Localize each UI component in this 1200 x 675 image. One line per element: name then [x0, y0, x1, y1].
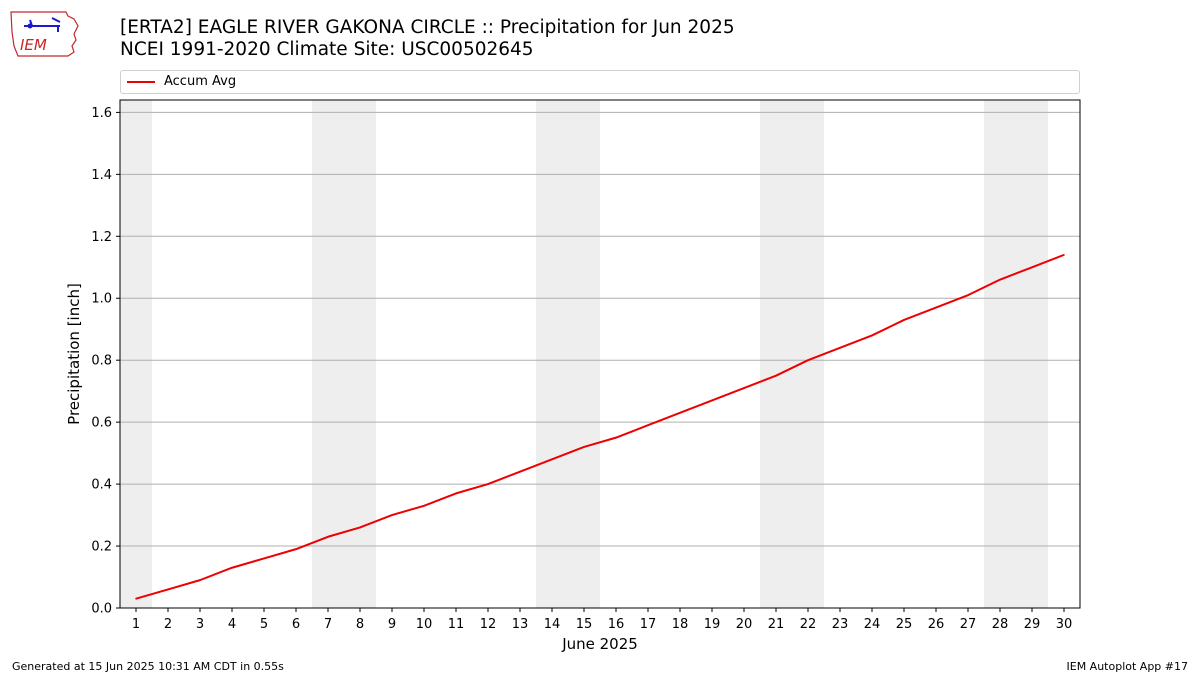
data-point — [263, 557, 265, 560]
y-tick-label: 1.6 — [91, 106, 112, 121]
x-tick-label: 17 — [640, 617, 657, 632]
x-tick-label: 19 — [704, 617, 721, 632]
x-tick-label: 9 — [388, 617, 396, 632]
x-tick-label: 24 — [864, 617, 881, 632]
x-tick-label: 14 — [544, 617, 561, 632]
x-tick-label: 7 — [324, 617, 332, 632]
plot-frame — [119, 99, 1081, 609]
x-tick-label: 15 — [576, 617, 593, 632]
data-point — [999, 278, 1001, 281]
x-tick-label: 13 — [512, 617, 529, 632]
x-tick-label: 25 — [896, 617, 913, 632]
x-tick-label: 16 — [608, 617, 625, 632]
y-axis-label: Precipitation [inch] — [65, 283, 83, 425]
x-tick-label: 22 — [800, 617, 817, 632]
x-tick-label: 23 — [832, 617, 849, 632]
y-tick-label: 0.8 — [91, 354, 112, 369]
x-tick-label: 30 — [1056, 617, 1073, 632]
x-tick-label: 27 — [960, 617, 977, 632]
y-axis-ticks: 0.0 0.2 0.4 0.6 0.8 1.0 1.2 1.4 1.6 — [91, 106, 120, 617]
data-point — [487, 483, 489, 485]
chart-subtitle: NCEI 1991-2020 Climate Site: USC00502645 — [120, 39, 534, 60]
x-tick-label: 3 — [196, 617, 204, 632]
data-point — [647, 424, 649, 427]
x-tick-label: 29 — [1024, 617, 1041, 632]
iem-logo: IEM — [8, 6, 80, 58]
x-tick-label: 1 — [132, 617, 140, 632]
data-point — [935, 306, 937, 309]
data-point — [967, 294, 969, 296]
x-tick-label: 26 — [928, 617, 945, 632]
x-tick-label: 4 — [228, 617, 236, 632]
x-tick-label: 20 — [736, 617, 753, 632]
y-tick-label: 0.6 — [91, 416, 112, 431]
x-tick-label: 5 — [260, 617, 268, 632]
y-tick-label: 1.2 — [91, 230, 112, 245]
x-axis-label: June 2025 — [561, 635, 638, 653]
y-tick-label: 0.2 — [91, 540, 112, 555]
data-point — [583, 446, 585, 448]
x-tick-label: 21 — [768, 617, 785, 632]
data-point — [615, 436, 617, 439]
data-point — [903, 319, 905, 321]
x-tick-label: 11 — [448, 617, 465, 632]
data-point — [743, 387, 745, 389]
x-tick-label: 10 — [416, 617, 433, 632]
data-point — [839, 347, 841, 349]
legend-label: Accum Avg — [164, 74, 237, 89]
weekend-band-29 — [1016, 100, 1048, 608]
weekend-band-28 — [984, 100, 1016, 608]
data-point — [231, 566, 233, 569]
x-tick-label: 28 — [992, 617, 1009, 632]
series-line-accum-avg — [135, 253, 1065, 600]
data-point — [391, 514, 393, 516]
chart-legend: Accum Avg — [120, 70, 1080, 94]
weekend-band-22 — [792, 100, 824, 608]
data-point — [423, 504, 425, 507]
x-axis-ticks: 1 2 3 4 5 6 7 8 9 10 11 12 13 14 15 16 17 18 19 20 21 22 23 24 2… — [132, 608, 1072, 632]
weather-glyph — [24, 17, 61, 32]
weekend-band-21 — [760, 100, 792, 608]
data-point — [359, 526, 361, 529]
data-point — [1031, 266, 1033, 269]
iowa-outline — [10, 11, 79, 57]
data-point — [871, 334, 873, 337]
y-tick-label: 0.4 — [91, 478, 112, 493]
data-point — [679, 412, 681, 414]
data-point — [135, 597, 137, 600]
data-point — [295, 548, 297, 550]
x-tick-label: 2 — [164, 617, 172, 632]
x-tick-label: 18 — [672, 617, 689, 632]
weekend-band-7 — [312, 100, 344, 608]
generated-timestamp: Generated at 15 Jun 2025 10:31 AM CDT in… — [12, 660, 284, 673]
y-gridlines — [120, 111, 1080, 609]
data-point — [455, 492, 457, 495]
y-tick-label: 1.0 — [91, 292, 112, 307]
data-point — [1063, 254, 1065, 256]
data-point — [807, 359, 809, 361]
data-point — [711, 399, 713, 402]
weekend-band-14 — [536, 100, 568, 608]
data-point — [199, 579, 201, 581]
app-id: IEM Autoplot App #17 — [1066, 660, 1189, 673]
legend-line-swatch — [127, 81, 155, 83]
data-point — [551, 458, 553, 461]
data-point — [327, 535, 329, 538]
weekend-band-15 — [568, 100, 600, 608]
x-tick-label: 12 — [480, 617, 497, 632]
x-tick-label: 8 — [356, 617, 364, 632]
series-layer — [135, 253, 1065, 600]
data-point — [519, 470, 521, 473]
y-tick-label: 1.4 — [91, 168, 112, 183]
chart-title: [ERTA2] EAGLE RIVER GAKONA CIRCLE :: Pre… — [120, 17, 735, 38]
y-tick-label: 0.0 — [91, 602, 112, 617]
weekend-bands — [120, 100, 1048, 608]
weekend-band-8 — [344, 100, 376, 608]
weekend-band-1 — [120, 100, 152, 608]
logo-text: IEM — [20, 36, 47, 54]
data-point — [167, 588, 169, 591]
data-point — [775, 374, 777, 377]
x-tick-label: 6 — [292, 617, 300, 632]
